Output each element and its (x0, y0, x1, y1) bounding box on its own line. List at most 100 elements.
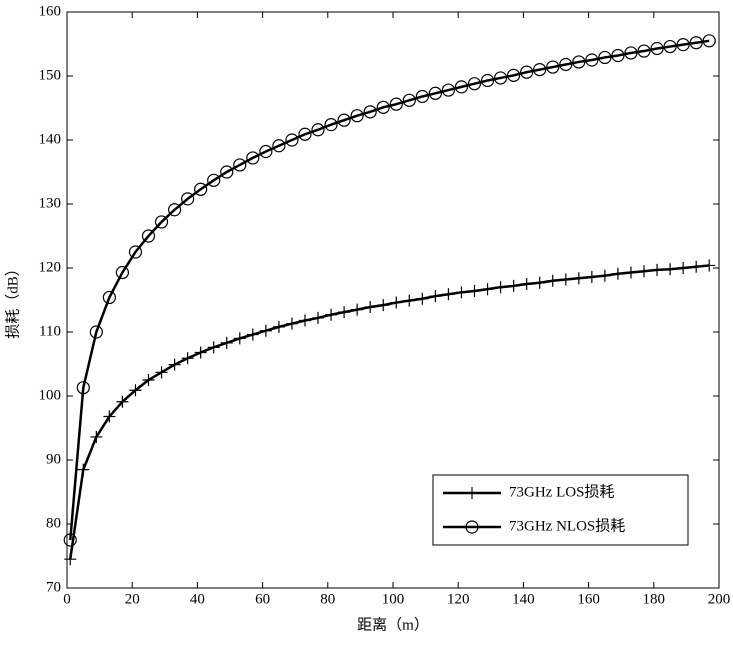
x-tick-label: 0 (63, 591, 71, 607)
marker (533, 276, 546, 289)
marker (466, 487, 478, 499)
marker (546, 60, 560, 74)
marker (702, 34, 716, 48)
marker (233, 158, 247, 172)
marker (390, 296, 403, 309)
marker (220, 336, 233, 349)
y-tick-label: 150 (39, 67, 62, 83)
marker (624, 46, 638, 60)
x-tick-label: 80 (320, 591, 335, 607)
marker (272, 139, 286, 153)
marker (89, 325, 103, 339)
marker (181, 352, 194, 365)
marker (690, 260, 703, 273)
marker (129, 384, 142, 397)
marker (376, 100, 390, 114)
y-axis-label: 损耗（dB） (4, 261, 21, 339)
marker (454, 80, 469, 94)
marker (259, 324, 272, 337)
y-tick-label: 140 (39, 131, 62, 147)
marker (455, 286, 468, 299)
marker (677, 262, 690, 274)
marker (507, 68, 521, 82)
marker (650, 41, 664, 56)
x-tick-label: 140 (512, 591, 535, 607)
y-tick-label: 110 (39, 323, 61, 339)
marker (520, 278, 533, 290)
marker (246, 151, 260, 165)
marker (168, 358, 181, 371)
marker (220, 165, 234, 179)
marker (350, 109, 364, 123)
marker (559, 273, 572, 286)
legend-label: 73GHz LOS损耗 (509, 483, 614, 500)
marker (559, 57, 573, 72)
marker (377, 299, 390, 312)
marker (403, 294, 416, 307)
marker (611, 48, 625, 63)
marker (364, 301, 377, 314)
marker (415, 89, 429, 104)
marker (493, 71, 508, 85)
marker (311, 123, 325, 137)
marker (181, 192, 195, 206)
x-tick-label: 40 (190, 591, 205, 607)
marker (494, 281, 507, 294)
marker (402, 93, 416, 107)
marker (703, 259, 716, 272)
marker (142, 374, 155, 386)
marker (207, 173, 221, 187)
marker (442, 288, 455, 301)
marker (103, 410, 116, 423)
marker (389, 97, 403, 111)
marker (63, 533, 77, 547)
marker (259, 144, 273, 159)
marker (651, 263, 664, 276)
marker (689, 36, 703, 50)
marker (598, 269, 611, 282)
marker (467, 77, 482, 91)
marker (663, 39, 677, 54)
marker (598, 50, 612, 65)
marker (64, 553, 77, 566)
marker (676, 38, 690, 52)
marker (533, 62, 547, 77)
marker (246, 328, 259, 341)
marker (77, 463, 90, 476)
marker (338, 306, 351, 319)
y-tick-label: 160 (39, 3, 62, 19)
series-line (69, 39, 710, 541)
marker (285, 133, 299, 147)
marker (468, 285, 481, 298)
x-axis-label: 距离（m） (357, 616, 429, 633)
marker (298, 314, 311, 327)
marker (207, 341, 220, 354)
marker (128, 245, 143, 259)
marker (116, 395, 129, 408)
marker (351, 303, 364, 316)
x-tick-label: 120 (447, 591, 470, 607)
marker (507, 279, 520, 292)
marker (441, 83, 456, 97)
marker (572, 55, 586, 69)
legend-box (432, 474, 689, 546)
marker (76, 381, 90, 395)
marker (481, 283, 494, 296)
marker (272, 320, 285, 333)
x-tick-label: 200 (708, 591, 731, 607)
marker (194, 346, 207, 359)
marker (611, 267, 624, 280)
marker (90, 430, 103, 443)
marker (624, 266, 637, 279)
marker (324, 118, 338, 132)
marker (337, 113, 351, 127)
y-tick-label: 130 (39, 195, 62, 211)
marker (637, 44, 651, 58)
x-tick-label: 180 (643, 591, 666, 607)
marker (363, 105, 377, 119)
x-tick-label: 60 (255, 591, 270, 607)
legend-label: 73GHz NLOS损耗 (509, 517, 625, 534)
marker (154, 215, 169, 229)
marker (194, 182, 208, 196)
